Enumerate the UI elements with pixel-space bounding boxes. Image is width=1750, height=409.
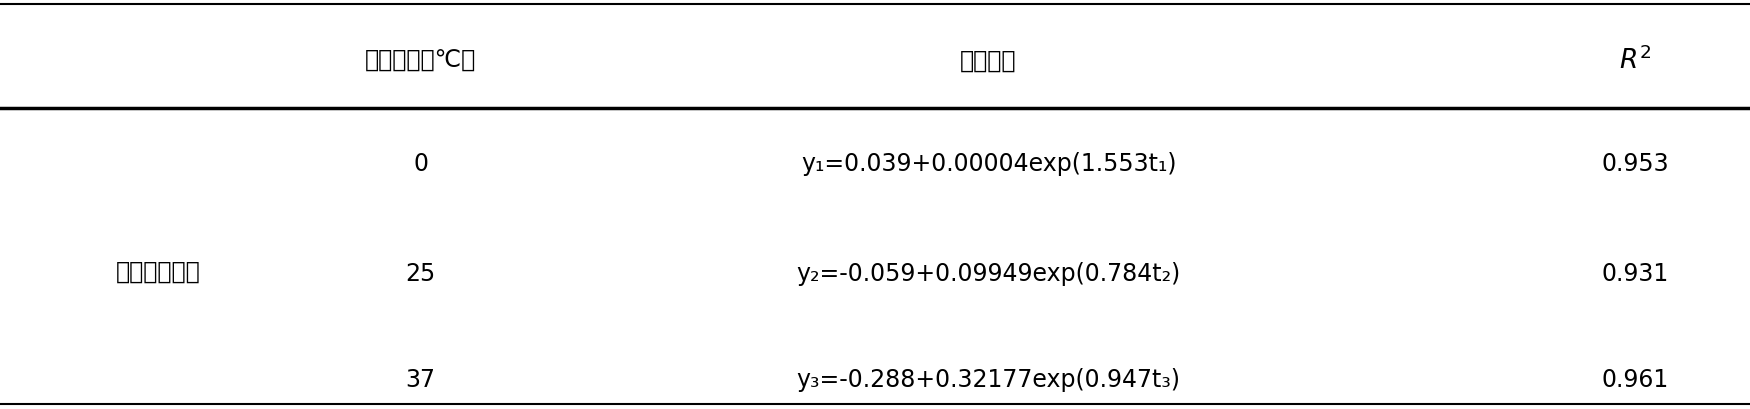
Text: 0.961: 0.961	[1601, 367, 1669, 391]
Text: 37: 37	[406, 367, 436, 391]
Text: 贮藏温度（℃）: 贮藏温度（℃）	[366, 48, 476, 72]
Text: $\it{R}^{2}$: $\it{R}^{2}$	[1619, 46, 1652, 74]
Text: 冷破碎番茄浆: 冷破碎番茄浆	[116, 260, 201, 283]
Text: 回归方程: 回归方程	[961, 48, 1017, 72]
Text: 0.953: 0.953	[1601, 152, 1669, 176]
Text: y₁=0.039+0.00004exp(1.553t₁): y₁=0.039+0.00004exp(1.553t₁)	[802, 152, 1176, 176]
Text: y₃=-0.288+0.32177exp(0.947t₃): y₃=-0.288+0.32177exp(0.947t₃)	[796, 367, 1181, 391]
Text: 0.931: 0.931	[1601, 262, 1669, 285]
Text: y₂=-0.059+0.09949exp(0.784t₂): y₂=-0.059+0.09949exp(0.784t₂)	[796, 262, 1181, 285]
Text: 25: 25	[406, 262, 436, 285]
Text: 0: 0	[413, 152, 429, 176]
